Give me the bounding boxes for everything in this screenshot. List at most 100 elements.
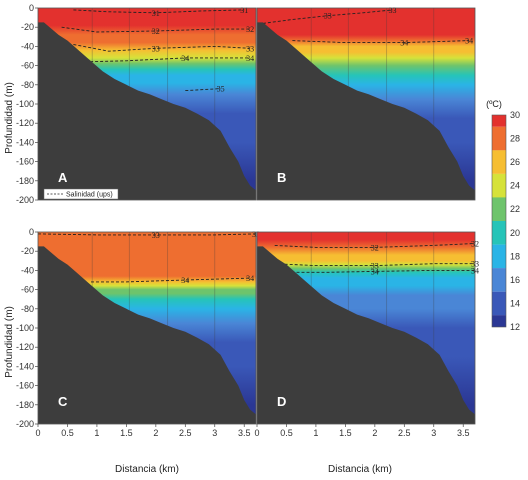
x-tick-label: 1: [94, 428, 99, 438]
salinity-label: 34: [246, 274, 254, 283]
salinity-label: 33: [324, 12, 332, 21]
y-tick-label: -160: [16, 157, 34, 167]
colorbar-unit-label: (ºC): [486, 99, 502, 109]
x-tick-label: 3.5: [457, 428, 470, 438]
colorbar-segment: [492, 291, 506, 316]
panel-b: 33 33 34 34 B: [256, 6, 476, 201]
panel-letter: B: [277, 170, 286, 185]
y-tick-label: -60: [21, 61, 34, 71]
y-tick-label: -200: [16, 195, 34, 205]
colorbar-segment: [492, 115, 506, 127]
y-tick-label: -120: [16, 342, 34, 352]
y-tick-label: -180: [16, 176, 34, 186]
seafloor: [257, 246, 475, 424]
salinity-isoline-33: [37, 233, 257, 236]
y-tick-label: -20: [21, 22, 34, 32]
panel-letter: D: [277, 394, 286, 409]
colorbar-tick-label: 26: [510, 157, 520, 167]
x-axis-label-left: Distancia (km): [115, 464, 179, 475]
x-tick-label: 1.5: [120, 428, 133, 438]
y-tick-label: -160: [16, 381, 34, 391]
y-tick-label: -200: [16, 419, 34, 429]
salinity-isoline-33: [262, 9, 393, 24]
y-tick-label: -40: [21, 265, 34, 275]
x-tick-label: 2.5: [179, 428, 192, 438]
x-tick-label: 3.5: [238, 428, 251, 438]
salinity-label: 34: [371, 267, 379, 276]
colorbar-segment: [492, 221, 506, 245]
colorbar-segment: [492, 268, 506, 292]
salinity-label: 32: [152, 27, 160, 36]
x-tick-label: 3: [212, 428, 217, 438]
y-tick-label: -80: [21, 304, 34, 314]
x-tick-label: 3: [431, 428, 436, 438]
colorbar-tick-label: 24: [510, 181, 520, 191]
panel-letter: C: [58, 394, 68, 409]
seafloor: [38, 22, 256, 201]
y-tick-label: -20: [21, 246, 34, 256]
seafloor: [257, 22, 475, 201]
colorbar-tick-label: 12: [510, 322, 520, 332]
x-tick-label: 2: [372, 428, 377, 438]
y-tick-label: -40: [21, 41, 34, 51]
colorbar-frame: [491, 114, 507, 328]
seafloor: [38, 246, 256, 424]
legend-label: Salinidad (ups): [66, 192, 113, 199]
colorbar-tick-label: 20: [510, 228, 520, 238]
colorbar: (ºC) 30 28 26 24 22 20 18 16 14 12: [486, 99, 520, 332]
salinity-isoline-34: [91, 277, 251, 283]
y-tick-label: 0: [29, 3, 34, 13]
salinity-label: 33: [371, 262, 379, 271]
panel-frame: [256, 231, 476, 425]
colorbar-tick-label: 22: [510, 204, 520, 214]
salinity-label: 31: [240, 6, 248, 15]
colorbar-segment: [492, 197, 506, 221]
salinity-label: 34: [400, 39, 408, 48]
salinity-isoline-31: [73, 9, 245, 14]
salinity-isoline-34: [85, 57, 251, 63]
colorbar-tick-label: 28: [510, 134, 520, 144]
x-tick-label: 0: [35, 428, 40, 438]
x-tick-label: 1: [313, 428, 318, 438]
salinity-isoline-34: [286, 269, 475, 273]
colorbar-tick-label: 16: [510, 275, 520, 285]
salinity-label: 31: [152, 9, 160, 18]
y-tick-label: -180: [16, 400, 34, 410]
salinity-label: 34: [465, 37, 473, 46]
legend-box: [43, 188, 119, 200]
salinity-label: 33: [389, 6, 397, 15]
x-tick-label: 2.5: [398, 428, 411, 438]
salinity-legend: Salinidad (ups): [43, 188, 119, 200]
y-tick-label: -60: [21, 285, 34, 295]
colorbar-segment: [492, 315, 506, 327]
salinity-label: 34: [246, 54, 254, 63]
colorbar-segment: [492, 173, 506, 198]
salinity-label: 34: [181, 54, 189, 63]
salinity-label: 32: [371, 243, 379, 252]
x-axis-label-right: Distancia (km): [328, 464, 392, 475]
y-tick-label: -100: [16, 99, 34, 109]
salinity-isoline-32: [61, 26, 251, 33]
y-tick-label: 0: [29, 227, 34, 237]
salinity-isoline-34: [292, 40, 470, 44]
y-axis-label-bottom: Profundidad (m): [4, 306, 15, 378]
axes-layer: 0-20-40-60-80-100-120-140-160-180-2000-2…: [16, 3, 469, 438]
colorbar-segment: [492, 244, 506, 269]
salinity-isoline-32: [274, 243, 476, 248]
salinity-label: 33: [152, 44, 160, 53]
colorbar-segment: [492, 150, 506, 174]
colorbar-tick-label: 30: [510, 110, 520, 120]
salinity-isoline-35: [185, 88, 221, 92]
salinity-label: 33: [152, 231, 160, 240]
salinity-label: 32: [246, 25, 254, 34]
x-tick-label: 1.5: [339, 428, 352, 438]
y-tick-label: -140: [16, 137, 34, 147]
x-tick-label: 0.5: [280, 428, 293, 438]
y-axis-label-top: Profundidad (m): [4, 82, 15, 154]
panel-letter: A: [58, 170, 68, 185]
